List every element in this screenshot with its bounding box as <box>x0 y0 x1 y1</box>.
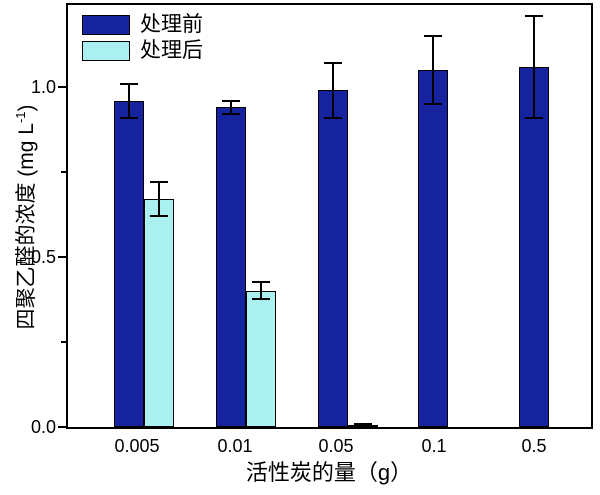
x-axis-tick-label: 0.05 <box>318 436 354 456</box>
bar-处理前-0.01 <box>216 107 246 427</box>
error-bar-cap-bottom <box>324 117 342 119</box>
error-bar-cap-top <box>324 62 342 64</box>
error-bar-cap-bottom <box>252 298 270 300</box>
y-axis-minor-tick <box>61 171 66 173</box>
error-bar-处理后-0.01 <box>260 282 262 299</box>
error-bar-cap-bottom <box>222 113 240 115</box>
legend: 处理前 处理后 <box>82 12 203 64</box>
error-bar-处理前-0.5 <box>533 16 535 118</box>
error-bar-处理前-0.005 <box>128 84 130 118</box>
error-bar-cap-bottom <box>525 117 543 119</box>
bar-处理前-0.005 <box>114 101 144 427</box>
x-axis-tick-label: 0.5 <box>521 436 547 456</box>
error-bar-处理前-0.01 <box>230 101 232 114</box>
error-bar-cap-bottom <box>150 215 168 217</box>
error-bar-处理后-0.05 <box>362 424 364 427</box>
error-bar-cap-bottom <box>424 103 442 105</box>
legend-item-处理前: 处理前 <box>82 12 203 38</box>
bar-处理前-0.05 <box>318 90 348 427</box>
y-axis-title-end: ) <box>15 104 38 112</box>
legend-swatch-处理后 <box>82 41 130 61</box>
x-axis-tick-label: 0.1 <box>421 436 447 456</box>
legend-label-处理后: 处理后 <box>140 39 203 62</box>
y-axis-tick-label: 0.5 <box>30 247 56 267</box>
error-bar-处理前-0.1 <box>432 36 434 104</box>
bar-处理后-0.01 <box>246 291 276 427</box>
x-axis-title: 活性炭的量（g） <box>245 460 413 485</box>
y-axis-tick-label: 1.0 <box>30 77 56 97</box>
y-axis-title-superscript: -1 <box>13 111 28 124</box>
x-axis-tick-label: 0.01 <box>217 436 253 456</box>
x-axis-tick-label: 0.005 <box>114 436 160 456</box>
bar-处理前-0.1 <box>418 70 448 427</box>
error-bar-处理后-0.005 <box>158 182 160 216</box>
error-bar-cap-top <box>354 423 372 425</box>
y-axis-minor-tick <box>61 341 66 343</box>
error-bar-cap-bottom <box>354 426 372 428</box>
error-bar-cap-top <box>222 100 240 102</box>
bar-处理后-0.005 <box>144 199 174 427</box>
y-axis-major-tick <box>58 256 66 258</box>
bar-处理前-0.5 <box>519 67 549 427</box>
legend-label-处理前: 处理前 <box>140 13 203 36</box>
plot-area <box>66 3 593 429</box>
y-axis-major-tick <box>58 86 66 88</box>
error-bar-cap-top <box>252 281 270 283</box>
legend-item-处理后: 处理后 <box>82 38 203 64</box>
legend-swatch-处理前 <box>82 15 130 35</box>
error-bar-cap-top <box>525 15 543 17</box>
error-bar-cap-top <box>424 35 442 37</box>
error-bar-处理前-0.05 <box>332 63 334 118</box>
y-axis-tick-label: 0.0 <box>30 417 56 437</box>
y-axis-major-tick <box>58 426 66 428</box>
y-axis-title-base: 四聚乙醛的浓度 (mg L <box>15 123 38 330</box>
error-bar-cap-top <box>120 83 138 85</box>
error-bar-cap-top <box>150 181 168 183</box>
y-axis-title: 四聚乙醛的浓度 (mg L-1) <box>9 104 39 329</box>
error-bar-cap-bottom <box>120 117 138 119</box>
